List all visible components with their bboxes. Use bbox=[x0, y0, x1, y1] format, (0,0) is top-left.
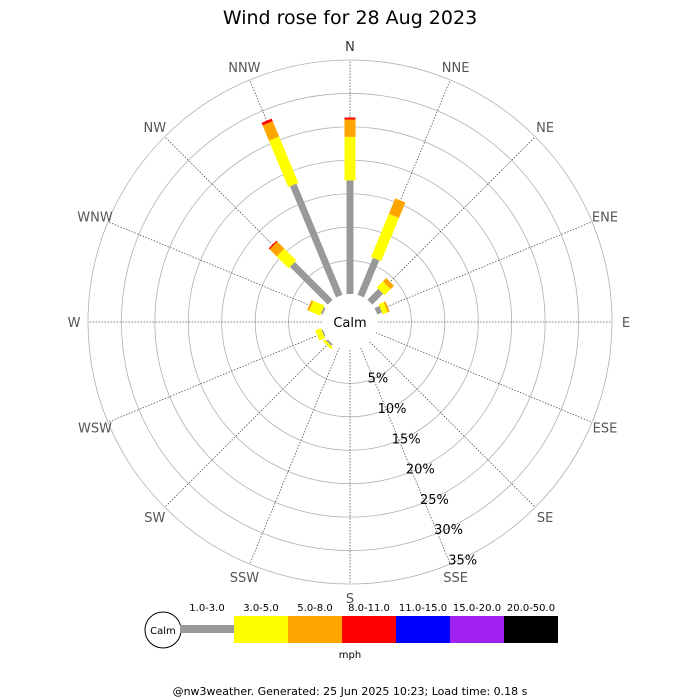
direction-label-n: N bbox=[345, 40, 355, 55]
calm-disc bbox=[322, 294, 378, 350]
bar-nne-5.0-8.0 bbox=[388, 198, 406, 218]
direction-label-ne: NE bbox=[536, 121, 554, 136]
calm-circle: Calm bbox=[322, 294, 378, 350]
legend-label-20.0-50.0: 20.0-50.0 bbox=[507, 603, 555, 614]
direction-label-sw: SW bbox=[144, 511, 165, 526]
bar-nw-1.0-3.0 bbox=[289, 261, 333, 305]
direction-label-e: E bbox=[622, 316, 630, 331]
radial-tick-label: 25% bbox=[420, 493, 449, 508]
speed-legend: Calm 1.0-3.0 3.0-5.0 5.0-8.0 8.0-11.0 11.0-1… bbox=[144, 603, 558, 661]
direction-label-nne: NNE bbox=[442, 61, 470, 76]
spoke-sse bbox=[360, 347, 451, 565]
bar-ene-5.0-8.0 bbox=[383, 301, 390, 313]
direction-label-wnw: WNW bbox=[77, 210, 113, 225]
wind-bars bbox=[261, 117, 406, 349]
bar-n-5.0-8.0 bbox=[344, 119, 356, 137]
bar-nw-5.0-8.0 bbox=[269, 241, 285, 257]
radial-tick-label: 10% bbox=[378, 402, 407, 417]
bar-ne-3.0-5.0 bbox=[376, 281, 391, 296]
legend-swatch-1.0-3.0 bbox=[180, 625, 234, 633]
grid-ring-30 bbox=[121, 93, 579, 551]
legend-label-5.0-8.0: 5.0-8.0 bbox=[297, 603, 332, 614]
bar-ne-1.0-3.0 bbox=[367, 288, 384, 305]
legend-label-11.0-15.0: 11.0-15.0 bbox=[399, 603, 447, 614]
radial-tick-label: 15% bbox=[392, 432, 421, 447]
bar-nw-8.0-11.0 bbox=[268, 240, 278, 250]
bar-ne-5.0-8.0 bbox=[382, 277, 395, 290]
grid-ring-35 bbox=[87, 59, 613, 585]
direction-label-se: SE bbox=[537, 511, 553, 526]
footer-text: @nw3weather. Generated: 25 Jun 2025 10:2… bbox=[173, 685, 528, 698]
legend-label-3.0-5.0: 3.0-5.0 bbox=[243, 603, 278, 614]
direction-label-wsw: WSW bbox=[78, 422, 112, 437]
radial-tick-label: 30% bbox=[434, 523, 463, 538]
direction-label-ssw: SSW bbox=[230, 571, 260, 586]
legend-label-1.0-3.0: 1.0-3.0 bbox=[189, 603, 224, 614]
bar-ene-1.0-3.0 bbox=[374, 306, 383, 315]
bar-nne-3.0-5.0 bbox=[370, 213, 400, 262]
direction-label-w: W bbox=[68, 316, 81, 331]
bar-nnw-5.0-8.0 bbox=[262, 121, 280, 141]
bar-nnw-3.0-5.0 bbox=[268, 136, 299, 188]
bar-wnw-3.0-5.0 bbox=[309, 300, 325, 316]
bar-sw-3.0-5.0 bbox=[323, 339, 333, 349]
direction-label-ese: ESE bbox=[593, 422, 618, 437]
bar-ene-3.0-5.0 bbox=[378, 302, 388, 315]
direction-label-nnw: NNW bbox=[228, 61, 260, 76]
bar-n-1.0-3.0 bbox=[346, 180, 354, 294]
legend-label-15.0-20.0: 15.0-20.0 bbox=[453, 603, 501, 614]
bar-wnw-5.0-8.0 bbox=[307, 300, 314, 311]
direction-label-s: S bbox=[346, 592, 354, 607]
legend-swatch-15.0-20.0 bbox=[450, 616, 504, 643]
legend-swatch-20.0-50.0 bbox=[504, 616, 558, 643]
legend-unit-label: mph bbox=[339, 650, 361, 661]
legend-swatch-3.0-5.0 bbox=[234, 616, 288, 643]
bar-nw-3.0-5.0 bbox=[276, 248, 297, 269]
chart-title: Wind rose for 28 Aug 2023 bbox=[223, 7, 477, 29]
bar-wnw-1.0-3.0 bbox=[320, 307, 326, 315]
legend-calm-label: Calm bbox=[150, 626, 176, 637]
bar-n-3.0-5.0 bbox=[344, 136, 356, 181]
bar-nne-1.0-3.0 bbox=[357, 257, 380, 298]
bar-nnw-1.0-3.0 bbox=[289, 183, 343, 298]
legend-swatch-11.0-15.0 bbox=[396, 616, 450, 643]
direction-labels: N NNE NE ENE E ESE SE SSE S SSW SW WSW W WNW NW NNW bbox=[68, 40, 631, 607]
radial-tick-label: 20% bbox=[406, 463, 435, 478]
spoke-wnw bbox=[107, 221, 325, 312]
legend-swatch-8.0-11.0 bbox=[342, 616, 396, 643]
bar-sw-1.0-3.0 bbox=[326, 339, 333, 346]
direction-label-sse: SSE bbox=[443, 571, 468, 586]
spoke-ne bbox=[369, 136, 536, 303]
spoke-ese bbox=[375, 332, 593, 423]
legend-label-8.0-11.0: 8.0-11.0 bbox=[348, 603, 390, 614]
spoke-ssw bbox=[249, 347, 340, 565]
spoke-sw bbox=[164, 341, 331, 508]
legend-swatch-5.0-8.0 bbox=[288, 616, 342, 643]
radial-tick-labels: 5% 10% 15% 20% 25% 30% 35% bbox=[368, 372, 478, 569]
spoke-se bbox=[369, 341, 536, 508]
bar-n-8.0-11.0 bbox=[344, 117, 356, 120]
spoke-ene bbox=[375, 221, 593, 312]
radial-tick-label: 35% bbox=[448, 553, 477, 568]
spoke-wsw bbox=[107, 332, 325, 423]
bar-nnw-8.0-11.0 bbox=[261, 118, 273, 126]
radial-tick-label: 5% bbox=[368, 372, 389, 387]
calm-label: Calm bbox=[333, 316, 366, 331]
bar-wsw-3.0-5.0 bbox=[315, 328, 326, 341]
bar-wsw-1.0-3.0 bbox=[321, 329, 326, 337]
direction-label-ene: ENE bbox=[592, 210, 618, 225]
direction-label-nw: NW bbox=[144, 121, 167, 136]
